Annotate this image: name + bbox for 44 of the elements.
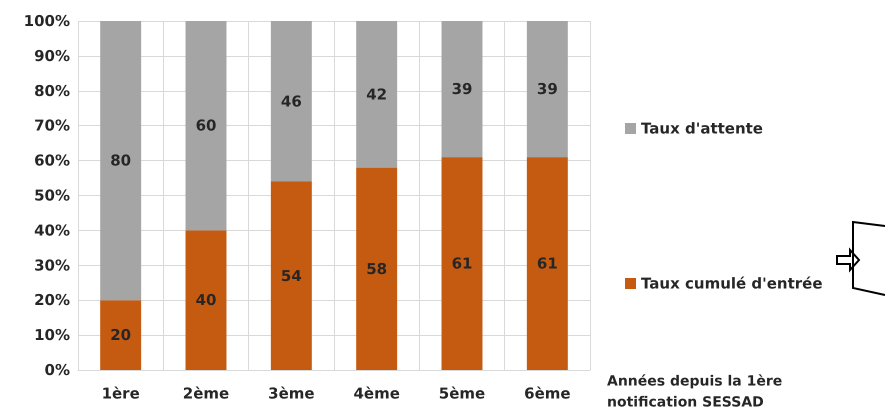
data-label: 61 [452,254,472,273]
data-label: 54 [280,266,302,285]
y-tick-label: 60% [34,152,70,170]
data-label: 20 [110,326,132,344]
data-label: 40 [196,291,216,310]
bar [442,157,482,370]
data-label: 39 [452,80,472,98]
bar [186,21,226,230]
data-label: 60 [196,116,216,135]
y-tick-label: 90% [34,46,70,65]
x-tick-label: 2ème [182,384,230,402]
data-label: 39 [536,80,558,98]
data-label: 58 [366,260,388,278]
y-tick-label: 40% [34,221,70,240]
x-tick-label: 3ème [268,384,315,402]
data-label: 46 [280,92,302,110]
y-tick-label: 50% [34,186,70,204]
y-tick-label: 0% [44,361,70,379]
bar [442,21,482,158]
y-tick-label: 10% [34,326,70,344]
bar [100,300,142,370]
y-tick-label: 100% [24,12,70,30]
bar [186,230,226,370]
data-label: 61 [536,254,558,273]
data-label: 80 [110,152,132,170]
bar [526,157,568,370]
bar [356,21,398,168]
bar [100,21,142,300]
bar [356,168,398,370]
bar [526,21,568,158]
y-tick-label: 70% [34,116,70,135]
x-tick-label: 5ème [438,384,486,402]
bar [270,21,312,182]
x-tick-label: 6ème [524,384,571,402]
bar [270,182,312,370]
y-tick-label: 80% [34,82,70,100]
legend-label: Taux cumulé d'entrée [641,274,823,292]
x-axis-title: Années depuis la 1ère notification SESSAD [607,374,788,410]
y-tick-label: 20% [34,291,70,310]
x-tick-label: 4ème [353,384,400,402]
data-label: 42 [366,85,388,104]
y-tick-label: 30% [34,256,70,274]
x-tick-label: 1ère [102,384,140,402]
legend-label: Taux d'attente [641,120,763,138]
